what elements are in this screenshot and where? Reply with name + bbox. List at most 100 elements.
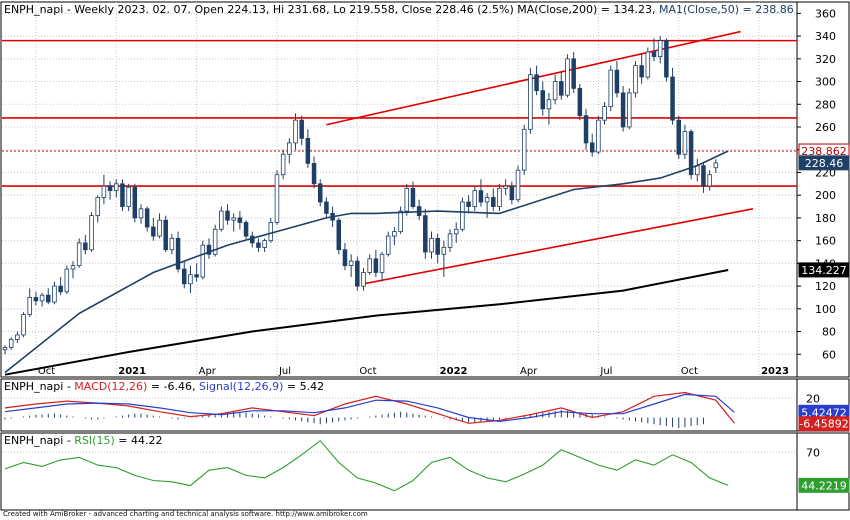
macd-title-signal: Signal(12,26,9): [199, 380, 283, 393]
candle: [620, 86, 626, 132]
candle: [212, 224, 218, 257]
candle: [565, 54, 570, 98]
candle: [237, 211, 243, 230]
candle: [546, 92, 552, 125]
candle-body: [58, 285, 63, 293]
candle: [225, 204, 230, 225]
candle-body: [132, 186, 138, 219]
candle-body: [620, 92, 626, 128]
candle: [361, 267, 366, 291]
candle-body: [447, 233, 453, 248]
y-tick-label: 60: [822, 348, 836, 361]
candle-body: [571, 58, 576, 89]
candle: [181, 261, 187, 289]
candle-body: [39, 294, 45, 302]
candle: [324, 197, 329, 218]
candle-body: [676, 119, 681, 155]
candle: [175, 231, 181, 273]
candle-body: [552, 81, 558, 101]
candle-body: [324, 201, 329, 214]
candle: [503, 179, 508, 196]
candle-body: [188, 274, 193, 285]
x-tick-label: 2022: [440, 366, 468, 377]
candle-body: [151, 226, 156, 237]
candle: [219, 206, 224, 232]
candle-body: [478, 190, 484, 203]
macd-title-macd_val: = -6.46,: [147, 380, 199, 393]
candle: [627, 88, 632, 130]
candle: [466, 195, 471, 214]
candle-body: [114, 183, 119, 192]
y-tick-label: 80: [822, 326, 836, 339]
candle-body: [367, 258, 372, 273]
candle: [435, 233, 440, 264]
candle-body: [83, 242, 88, 251]
x-tick-label: Jul: [599, 366, 612, 377]
candle: [194, 263, 199, 282]
candle: [484, 192, 490, 218]
macd-title-prefix: ENPH_napi -: [4, 380, 74, 393]
candle: [114, 179, 119, 198]
candle-body: [237, 217, 243, 223]
candle-body: [466, 201, 471, 207]
x-tick-label: Apr: [199, 366, 217, 377]
candle-body: [163, 219, 168, 251]
candle: [70, 261, 76, 279]
price-title-ma50: MA1(Close,50) = 238.86: [659, 3, 794, 16]
candle-body: [404, 187, 410, 212]
candle-body: [15, 334, 20, 340]
price-axis-label-box: [798, 155, 850, 171]
y-tick-label: 20: [806, 392, 820, 405]
candle: [243, 220, 249, 241]
candle-body: [398, 210, 403, 232]
candle-body: [509, 185, 515, 201]
candle: [577, 83, 583, 121]
candle-body: [70, 265, 76, 270]
candle: [645, 47, 651, 80]
candle: [682, 124, 688, 159]
candle-body: [707, 174, 712, 187]
candle-body: [534, 74, 539, 92]
candle: [608, 65, 614, 112]
candle: [305, 129, 311, 168]
rsi-panel-title: ENPH_napi - RSI(15) = 44.22: [4, 434, 162, 447]
candle-body: [664, 40, 669, 78]
candle: [256, 238, 261, 252]
y-tick-label: 200: [815, 189, 836, 202]
rsi-title-prefix: ENPH_napi -: [4, 434, 74, 447]
ma50-line: [4, 150, 729, 374]
candle: [206, 238, 212, 259]
candle-body: [21, 314, 26, 336]
candle-body: [651, 51, 657, 57]
candle-body: [107, 185, 113, 192]
candle-body: [144, 208, 150, 228]
candle-body: [52, 285, 57, 303]
y-tick-label: 360: [815, 7, 836, 20]
candle: [293, 113, 298, 150]
price-title-main: ENPH_napi - Weekly 2023. 02. 07. Open 22…: [4, 3, 659, 16]
price-axis-label: 134.227: [801, 264, 847, 277]
candle-body: [497, 187, 502, 207]
candle: [151, 217, 156, 241]
candle-body: [528, 74, 533, 130]
candle-body: [311, 162, 317, 185]
candle: [95, 195, 100, 223]
candle: [76, 238, 82, 268]
candle: [559, 72, 564, 100]
rsi-title-rsi: RSI(15): [74, 434, 114, 447]
candle-body: [484, 197, 490, 203]
candle: [404, 183, 410, 216]
panel-frame-rsi: [0, 432, 850, 511]
candle-body: [596, 119, 601, 153]
x-tick-label: Jul: [278, 366, 291, 377]
candle-body: [33, 297, 39, 302]
candle: [101, 174, 107, 205]
y-tick-label: 260: [815, 121, 836, 134]
candle-body: [453, 228, 459, 235]
candle-body: [8, 339, 14, 348]
macd-axis-label: -6.45892: [799, 418, 848, 431]
candle: [453, 222, 459, 243]
candle-body: [101, 185, 107, 198]
candle: [89, 212, 94, 252]
candle-body: [305, 137, 311, 164]
